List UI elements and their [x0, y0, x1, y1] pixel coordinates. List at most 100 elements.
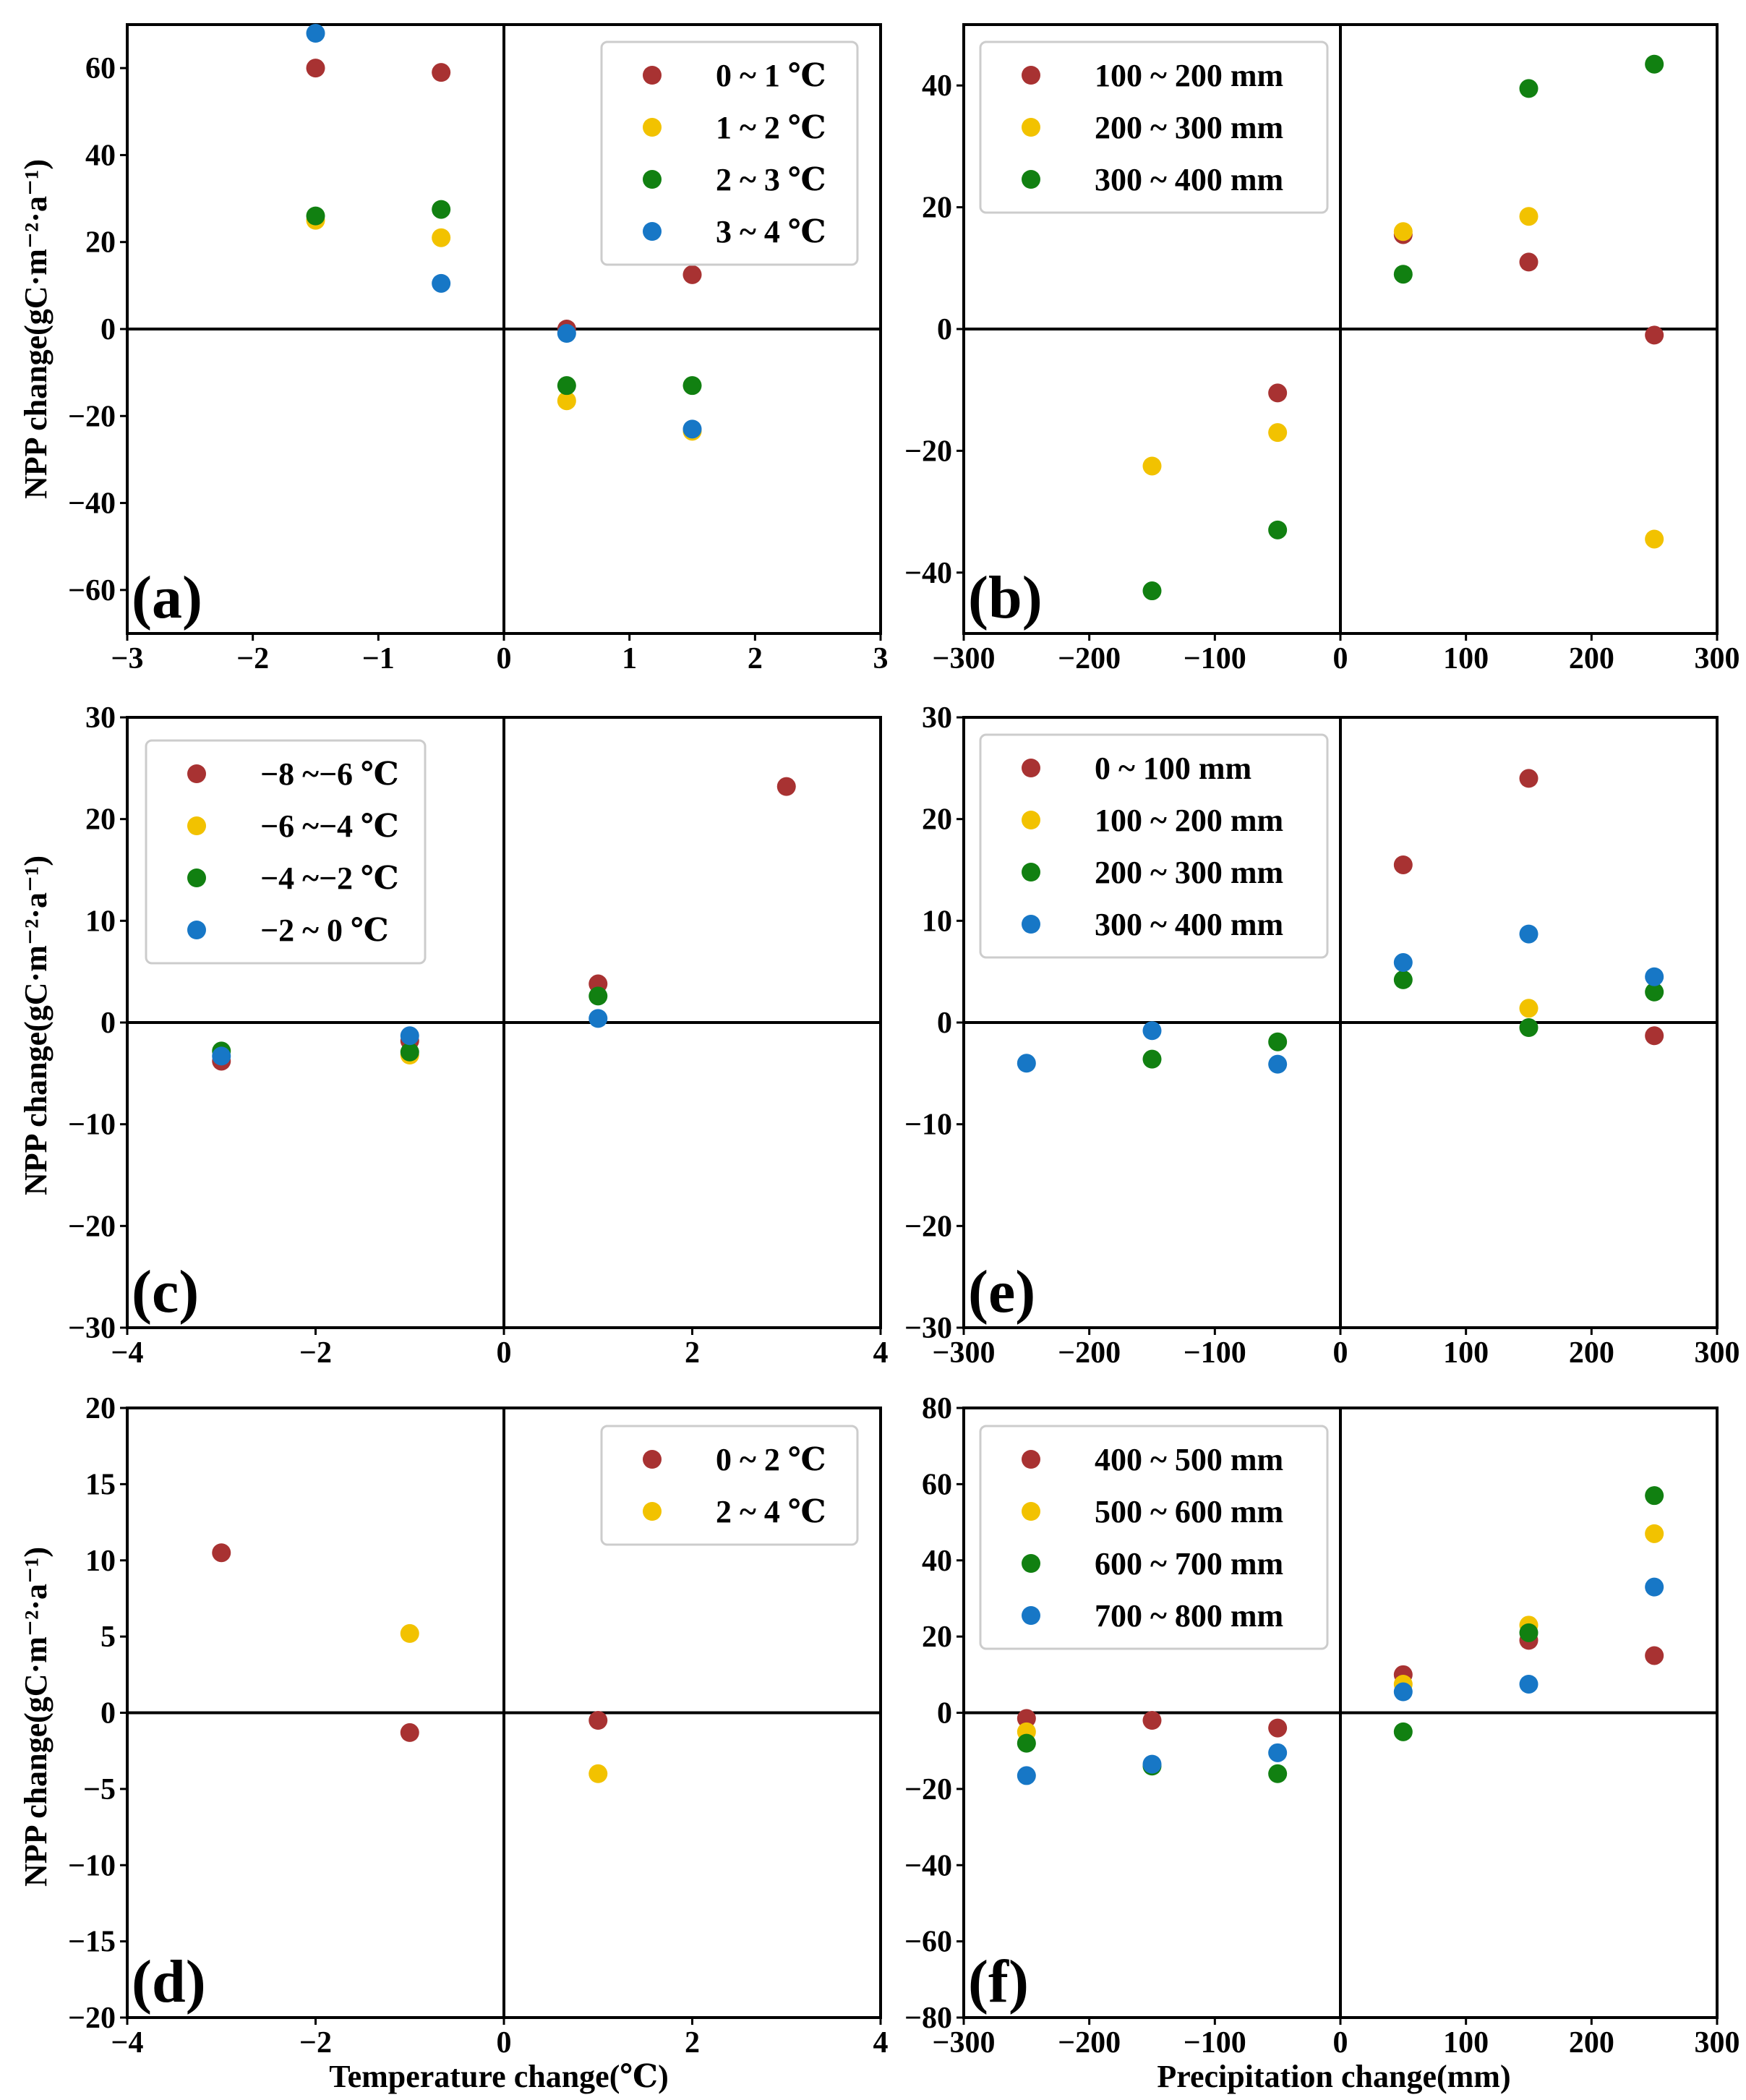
legend-box-a	[600, 40, 859, 266]
legend-box-c	[145, 739, 427, 965]
y-tick-label: 10	[922, 905, 952, 938]
y-tick-label: −10	[904, 1109, 952, 1142]
legend-marker	[643, 118, 662, 137]
data-point-f-series3-3	[1393, 1682, 1413, 1702]
data-point-b-series2-0	[1142, 581, 1162, 601]
data-point-f-series3-5	[1645, 1577, 1664, 1597]
legend-box-d	[600, 1425, 859, 1546]
data-point-f-series0-1	[1142, 1711, 1162, 1730]
y-tick-label: 60	[922, 1468, 952, 1501]
data-point-b-series1-4	[1645, 529, 1664, 549]
data-point-b-series2-4	[1645, 54, 1664, 74]
y-tick-label: 0	[100, 313, 116, 346]
data-point-e-series3-5	[1645, 967, 1664, 986]
legend-label: 300 ~ 400 mm	[1095, 907, 1283, 942]
y-tick-label: 15	[85, 1468, 116, 1501]
data-point-b-series1-2	[1393, 222, 1413, 242]
x-tick-label: −100	[1184, 2026, 1246, 2060]
legend-label: −4 ~−2 ℃	[260, 861, 399, 896]
x-tick-label: 300	[1695, 642, 1740, 675]
data-point-c-series0-3	[776, 777, 796, 796]
y-tick-label: −20	[904, 1773, 952, 1806]
legend-marker	[187, 816, 206, 835]
data-point-b-series0-2	[1519, 252, 1539, 272]
y-tick-label: −20	[68, 2002, 116, 2035]
legend-box-b	[979, 40, 1329, 214]
data-point-f-series0-2	[1268, 1718, 1288, 1738]
panel-label-d: (d)	[132, 1948, 206, 2015]
data-point-c-series2-1	[400, 1042, 419, 1062]
data-point-b-series2-2	[1393, 265, 1413, 284]
data-point-c-series2-2	[589, 986, 608, 1006]
y-tick-label: 60	[85, 52, 116, 85]
y-tick-label: 80	[922, 1392, 952, 1425]
x-tick-label: 100	[1443, 2026, 1489, 2060]
data-point-a-series3-1	[432, 273, 451, 293]
data-point-e-series2-0	[1142, 1049, 1162, 1069]
data-point-a-series0-0	[306, 59, 325, 78]
x-tick-label: −2	[299, 2026, 332, 2060]
data-point-e-series0-1	[1519, 769, 1539, 788]
data-point-a-series1-1	[432, 228, 451, 247]
x-tick-label: 300	[1695, 1336, 1740, 1370]
data-point-a-series3-3	[682, 419, 702, 439]
x-tick-label: −2	[236, 642, 269, 675]
data-point-a-series0-3	[682, 265, 702, 284]
data-point-c-series3-2	[589, 1009, 608, 1028]
x-tick-label: 0	[497, 1336, 512, 1370]
x-tick-label: 0	[1333, 2026, 1348, 2060]
y-tick-label: −80	[904, 2002, 952, 2035]
data-point-c-series3-1	[400, 1026, 419, 1046]
legend-marker	[643, 1502, 662, 1521]
data-point-f-series3-4	[1519, 1674, 1539, 1694]
legend-marker	[187, 764, 206, 783]
panel-label-c: (c)	[132, 1258, 199, 1326]
data-point-e-series3-0	[1017, 1054, 1036, 1073]
x-tick-label: 2	[685, 1336, 700, 1370]
y-tick-label: 40	[922, 69, 952, 103]
legend-marker	[1022, 118, 1040, 137]
x-tick-label: 100	[1443, 642, 1489, 675]
y-tick-label: 0	[937, 1007, 952, 1040]
x-tick-label: 100	[1443, 1336, 1489, 1370]
legend-label: 200 ~ 300 mm	[1095, 110, 1283, 145]
data-point-e-series2-1	[1268, 1032, 1288, 1051]
data-point-b-series2-3	[1519, 79, 1539, 98]
legend-label: 0 ~ 2 ℃	[716, 1442, 826, 1477]
data-point-e-series2-4	[1645, 982, 1664, 1002]
y-tick-label: 10	[85, 1545, 116, 1578]
legend-marker	[643, 170, 662, 189]
x-tick-label: 4	[873, 2026, 889, 2060]
data-point-d-series0-1	[400, 1723, 419, 1742]
legend-marker	[187, 868, 206, 887]
y-tick-label: −40	[68, 487, 116, 521]
y-tick-label: 40	[922, 1545, 952, 1578]
y-tick-label: 40	[85, 139, 116, 172]
data-point-a-series2-1	[432, 200, 451, 219]
x-tick-label: −4	[111, 1336, 144, 1370]
x-tick-label: −4	[111, 2026, 144, 2060]
y-tick-label: 0	[937, 313, 952, 346]
xlabel-precipitation: Precipitation change(mm)	[1157, 2059, 1510, 2094]
x-tick-label: −200	[1058, 1336, 1121, 1370]
x-tick-label: −300	[933, 1336, 996, 1370]
y-tick-label: −20	[68, 400, 116, 433]
y-tick-label: 30	[922, 701, 952, 735]
data-point-c-series3-0	[212, 1046, 231, 1066]
y-tick-label: −60	[904, 1926, 952, 1959]
legend-label: 700 ~ 800 mm	[1095, 1598, 1283, 1634]
x-tick-label: −200	[1058, 642, 1121, 675]
data-point-a-series0-1	[432, 63, 451, 82]
legend-label: 300 ~ 400 mm	[1095, 162, 1283, 197]
ylabel-row-3: NPP change(gC·m⁻²·a⁻¹)	[18, 1547, 54, 1887]
legend-box-f	[979, 1425, 1329, 1650]
legend-label: 500 ~ 600 mm	[1095, 1494, 1283, 1529]
y-tick-label: −10	[68, 1109, 116, 1142]
data-point-a-series2-2	[557, 376, 576, 396]
legend-marker	[1022, 170, 1040, 189]
data-point-e-series1-0	[1519, 999, 1539, 1018]
legend-label: −8 ~−6 ℃	[260, 756, 399, 792]
data-point-b-series0-3	[1645, 325, 1664, 345]
